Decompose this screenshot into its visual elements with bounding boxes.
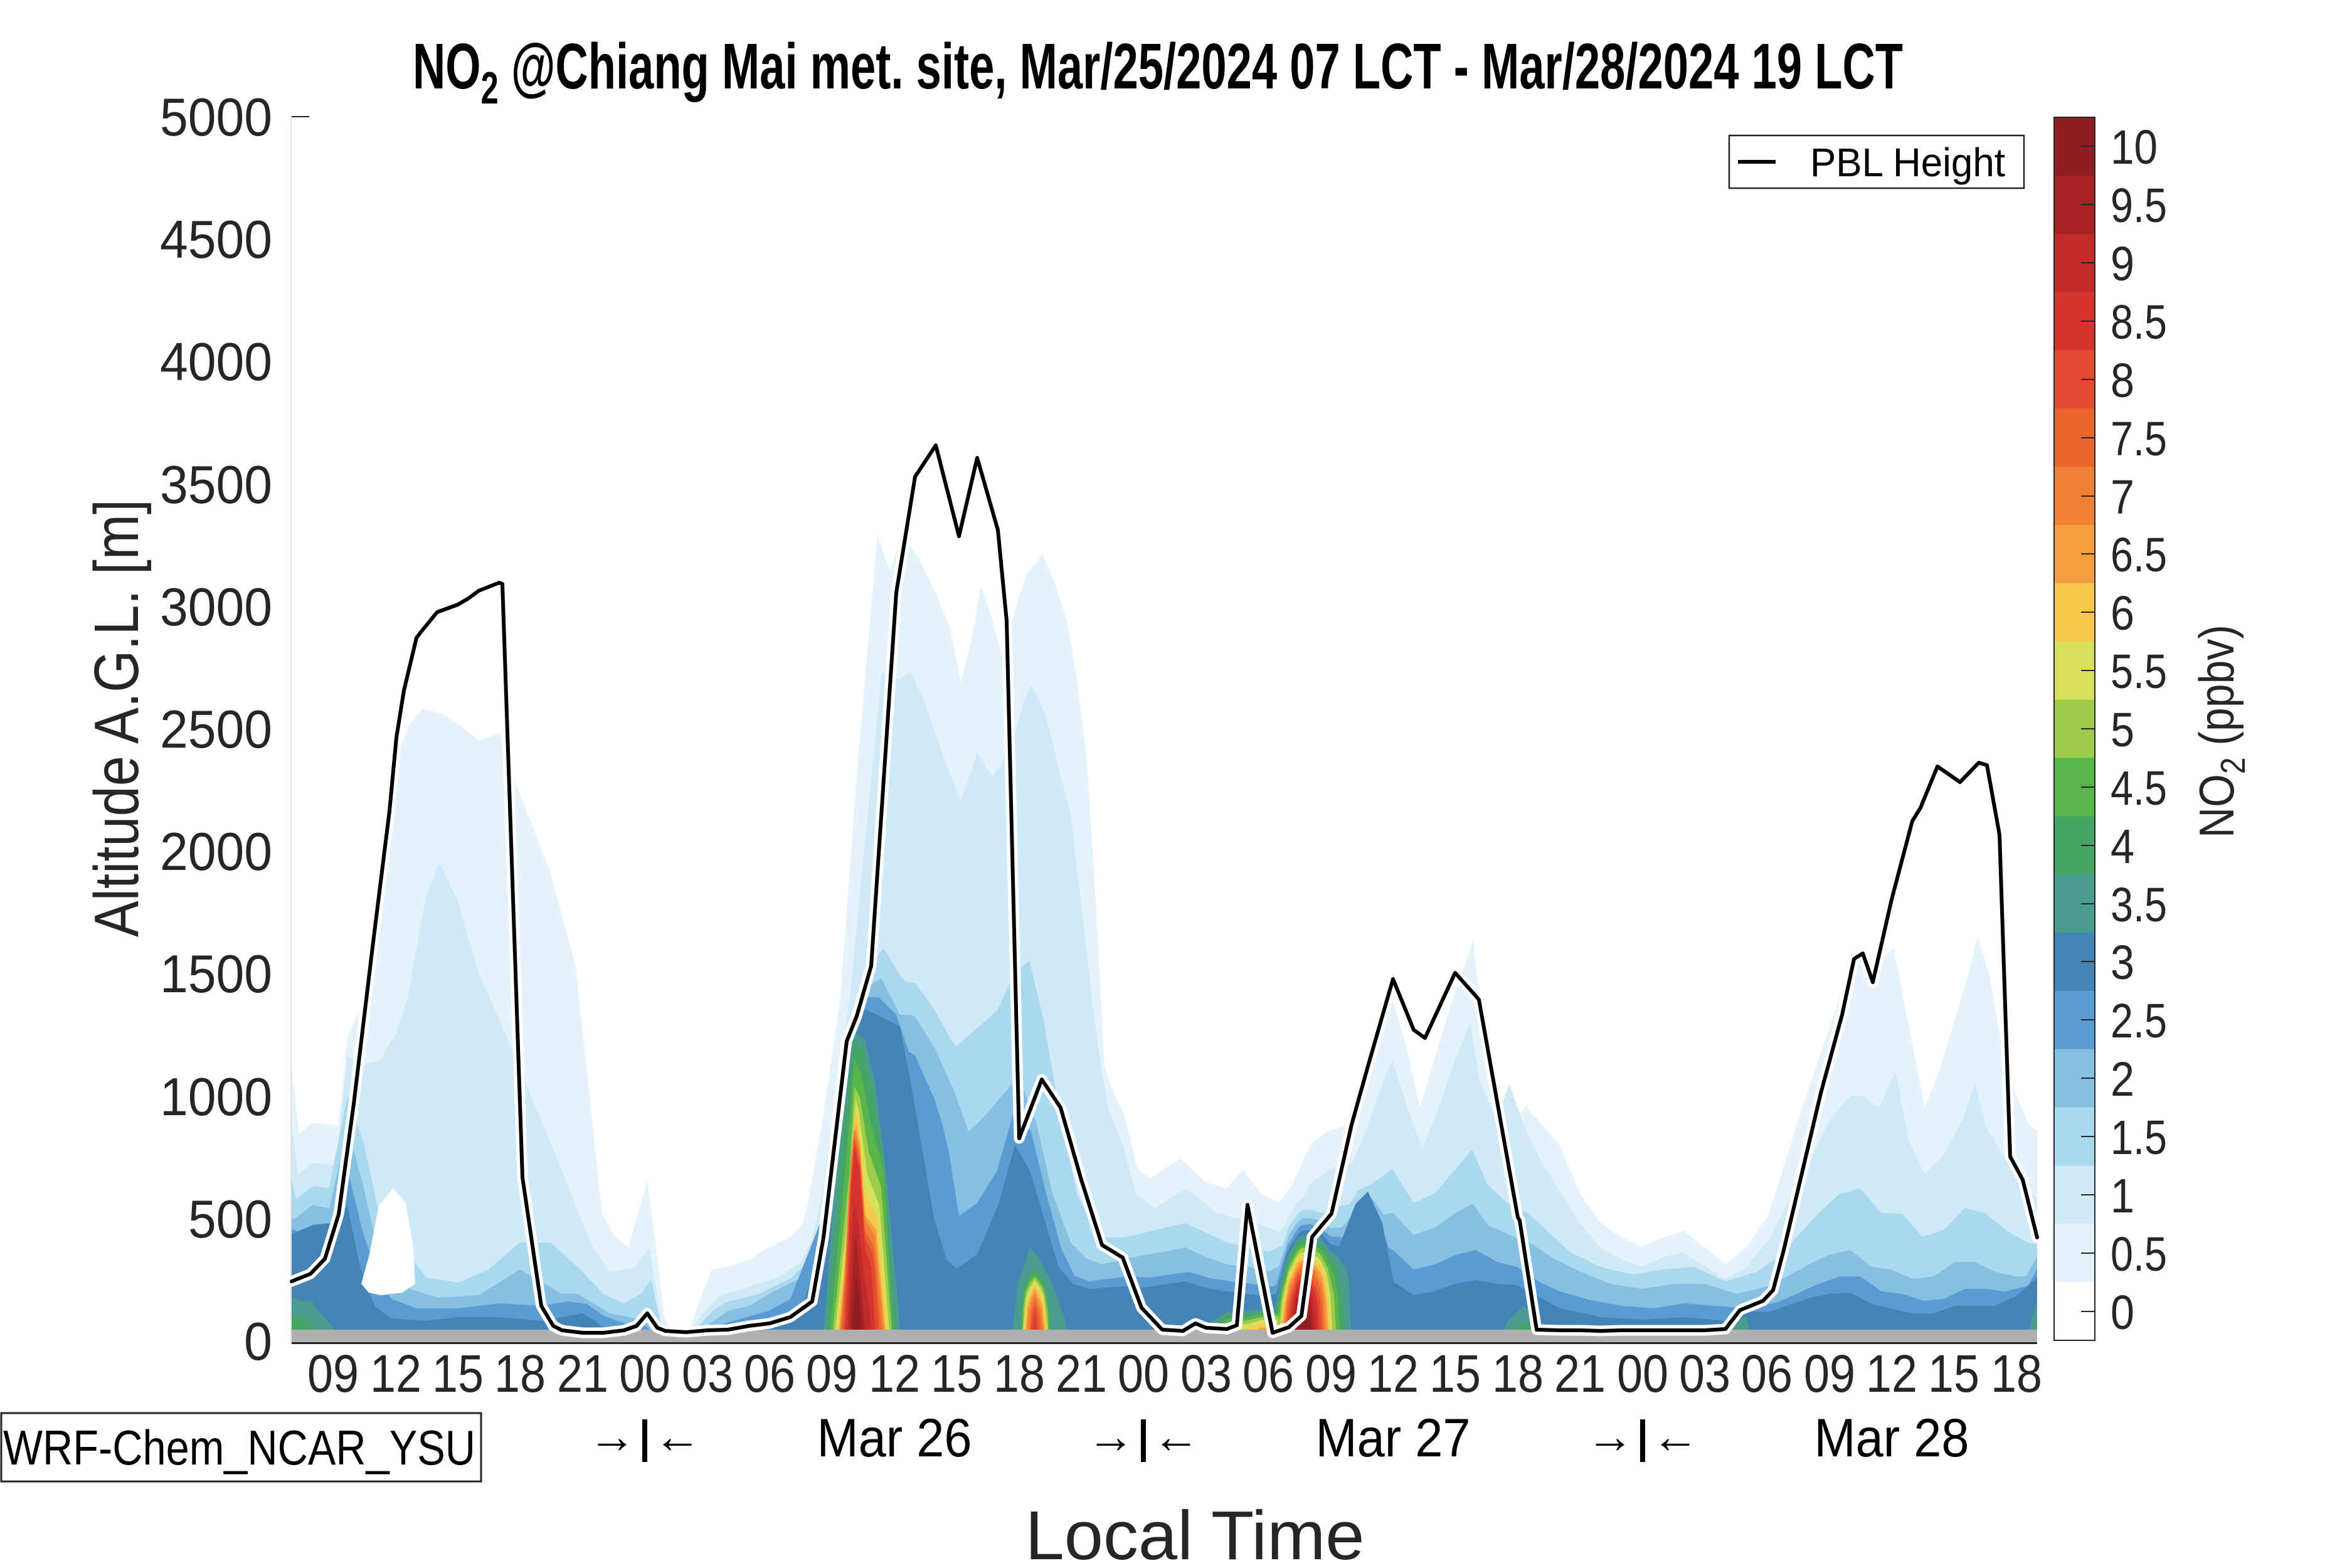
svg-text:18: 18 xyxy=(494,1344,546,1403)
svg-text:00: 00 xyxy=(619,1344,670,1403)
svg-text:PBL Height: PBL Height xyxy=(1810,140,2005,185)
svg-text:18: 18 xyxy=(1492,1344,1544,1403)
svg-text:NO2 @Chiang Mai met. site, Mar: NO2 @Chiang Mai met. site, Mar/25/2024 0… xyxy=(413,30,1903,114)
svg-text:←: ← xyxy=(654,1410,701,1463)
svg-text:NO2 (ppbv): NO2 (ppbv) xyxy=(2189,625,2252,838)
svg-text:3: 3 xyxy=(2111,936,2134,990)
svg-text:Mar 27: Mar 27 xyxy=(1316,1408,1471,1468)
svg-text:Mar 28: Mar 28 xyxy=(1814,1408,1969,1468)
svg-text:4000: 4000 xyxy=(160,332,272,392)
svg-text:1.5: 1.5 xyxy=(2111,1111,2167,1165)
svg-text:5.5: 5.5 xyxy=(2111,645,2167,699)
svg-text:4: 4 xyxy=(2111,820,2134,874)
svg-text:18: 18 xyxy=(1991,1344,2042,1403)
svg-text:9: 9 xyxy=(2111,237,2134,291)
svg-text:4.5: 4.5 xyxy=(2111,761,2167,815)
svg-text:2000: 2000 xyxy=(160,822,272,882)
svg-text:09: 09 xyxy=(307,1344,359,1403)
svg-text:5: 5 xyxy=(2111,703,2134,757)
svg-text:0: 0 xyxy=(244,1312,272,1372)
svg-text:Mar 26: Mar 26 xyxy=(817,1408,972,1468)
svg-text:8.5: 8.5 xyxy=(2111,295,2167,349)
svg-text:←: ← xyxy=(1152,1410,1200,1463)
svg-text:09: 09 xyxy=(806,1344,857,1403)
svg-text:06: 06 xyxy=(1741,1344,1793,1403)
svg-text:0: 0 xyxy=(2111,1286,2134,1340)
svg-text:09: 09 xyxy=(1305,1344,1357,1403)
svg-text:03: 03 xyxy=(1180,1344,1232,1403)
svg-text:00: 00 xyxy=(1617,1344,1668,1403)
svg-text:0.5: 0.5 xyxy=(2111,1227,2167,1281)
svg-text:1500: 1500 xyxy=(160,945,272,1004)
svg-text:18: 18 xyxy=(993,1344,1045,1403)
svg-text:Altitude A.G.L. [m]: Altitude A.G.L. [m] xyxy=(82,499,152,937)
svg-text:4500: 4500 xyxy=(160,210,272,270)
svg-text:06: 06 xyxy=(744,1344,795,1403)
svg-text:06: 06 xyxy=(1242,1344,1294,1403)
svg-text:3500: 3500 xyxy=(160,455,272,515)
svg-text:1: 1 xyxy=(2111,1169,2134,1223)
svg-text:03: 03 xyxy=(682,1344,733,1403)
svg-text:3000: 3000 xyxy=(160,578,272,637)
svg-text:2: 2 xyxy=(2111,1052,2134,1106)
svg-text:1000: 1000 xyxy=(160,1067,272,1127)
svg-text:09: 09 xyxy=(1804,1344,1855,1403)
svg-text:2500: 2500 xyxy=(160,700,272,760)
svg-text:3.5: 3.5 xyxy=(2111,878,2167,932)
svg-text:12: 12 xyxy=(1367,1344,1419,1403)
svg-text:2.5: 2.5 xyxy=(2111,994,2167,1048)
svg-text:8: 8 xyxy=(2111,354,2134,408)
svg-text:12: 12 xyxy=(1866,1344,1917,1403)
svg-text:15: 15 xyxy=(1928,1344,1979,1403)
svg-text:15: 15 xyxy=(1429,1344,1481,1403)
svg-text:Local Time: Local Time xyxy=(1025,1497,1365,1568)
svg-text:7.5: 7.5 xyxy=(2111,412,2167,466)
svg-text:21: 21 xyxy=(1056,1344,1107,1403)
svg-text:500: 500 xyxy=(188,1190,272,1249)
svg-text:15: 15 xyxy=(432,1344,484,1403)
svg-text:03: 03 xyxy=(1679,1344,1730,1403)
svg-text:→: → xyxy=(588,1410,636,1463)
svg-text:→: → xyxy=(1087,1410,1135,1463)
svg-text:12: 12 xyxy=(370,1344,421,1403)
svg-text:6: 6 xyxy=(2111,586,2134,640)
svg-text:7: 7 xyxy=(2111,470,2134,524)
svg-text:5000: 5000 xyxy=(160,88,272,147)
svg-text:WRF-Chem_NCAR_YSU: WRF-Chem_NCAR_YSU xyxy=(3,1420,475,1475)
svg-text:←: ← xyxy=(1651,1410,1699,1463)
svg-text:15: 15 xyxy=(931,1344,982,1403)
svg-text:10: 10 xyxy=(2111,120,2158,174)
svg-text:21: 21 xyxy=(1554,1344,1606,1403)
svg-text:9.5: 9.5 xyxy=(2111,179,2167,233)
svg-text:6.5: 6.5 xyxy=(2111,528,2167,582)
svg-text:12: 12 xyxy=(869,1344,920,1403)
svg-text:21: 21 xyxy=(557,1344,608,1403)
svg-text:00: 00 xyxy=(1118,1344,1169,1403)
svg-text:→: → xyxy=(1586,1410,1634,1463)
